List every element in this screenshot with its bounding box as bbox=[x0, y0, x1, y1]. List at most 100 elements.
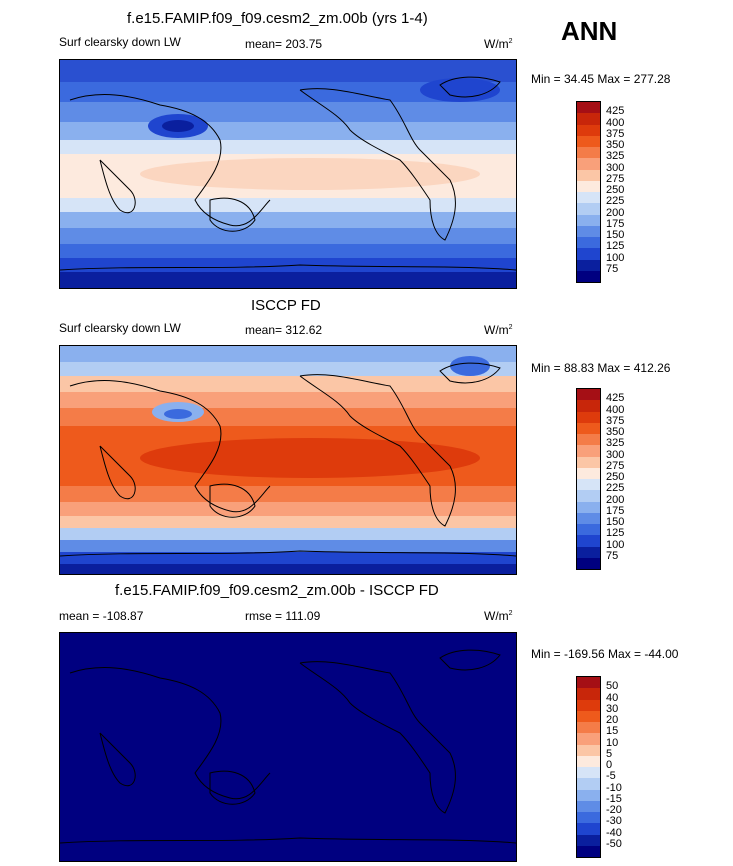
colorbar-tick-label: 100 bbox=[606, 251, 625, 264]
colorbar-tick-label: 250 bbox=[606, 184, 625, 196]
colorbar-swatch bbox=[577, 147, 600, 159]
panel-2-colorbar bbox=[576, 388, 601, 570]
colorbar-tick-label: 40 bbox=[606, 691, 619, 704]
colorbar-swatch bbox=[577, 512, 600, 524]
colorbar-swatch bbox=[577, 389, 600, 401]
colorbar-swatch bbox=[577, 479, 600, 491]
panel-2-map bbox=[59, 345, 517, 575]
season-label: ANN bbox=[561, 16, 618, 46]
colorbar-swatch bbox=[577, 490, 600, 502]
colorbar-swatch bbox=[577, 778, 600, 790]
panel-2-mean-label: mean= 312.62 bbox=[245, 323, 323, 337]
panel-2-title: ISCCP FD bbox=[251, 297, 321, 314]
colorbar-tick-label: 75 bbox=[606, 549, 619, 562]
colorbar-tick-label: -20 bbox=[606, 804, 622, 816]
colorbar-swatch bbox=[577, 834, 600, 846]
colorbar-swatch bbox=[577, 467, 600, 479]
colorbar-swatch bbox=[577, 823, 600, 835]
colorbar-swatch bbox=[577, 135, 600, 147]
colorbar-swatch bbox=[577, 445, 600, 457]
colorbar-swatch bbox=[577, 845, 600, 857]
colorbar-swatch bbox=[577, 422, 600, 434]
colorbar-tick-label: 0 bbox=[606, 759, 613, 771]
colorbar-tick-label: 175 bbox=[606, 217, 625, 230]
colorbar-tick-label: 325 bbox=[606, 150, 625, 163]
colorbar-tick-label: -50 bbox=[606, 837, 622, 850]
colorbar-swatch bbox=[577, 722, 600, 734]
colorbar-swatch bbox=[577, 169, 600, 181]
colorbar-swatch bbox=[577, 102, 600, 114]
colorbar-tick-label: 50 bbox=[606, 680, 619, 693]
panel-1-colorbar bbox=[576, 101, 601, 283]
colorbar-tick-label: 225 bbox=[606, 482, 625, 495]
colorbar-swatch bbox=[577, 214, 600, 226]
colorbar-tick-label: 400 bbox=[606, 116, 625, 129]
panel-3-rmse-label: rmse = 111.09 bbox=[245, 609, 321, 623]
colorbar-tick-label: 125 bbox=[606, 240, 625, 253]
colorbar-tick-label: 125 bbox=[606, 527, 625, 540]
colorbar-tick-label: 10 bbox=[606, 736, 619, 749]
colorbar-swatch bbox=[577, 203, 600, 215]
colorbar-tick-label: 350 bbox=[606, 139, 625, 151]
colorbar-swatch bbox=[577, 733, 600, 745]
colorbar-swatch bbox=[577, 259, 600, 271]
colorbar-tick-label: 150 bbox=[606, 229, 625, 241]
colorbar-tick-label: 300 bbox=[606, 161, 625, 174]
panel-1-variable-label: Surf clearsky down LW bbox=[59, 35, 181, 49]
colorbar-swatch bbox=[577, 225, 600, 237]
colorbar-swatch bbox=[577, 688, 600, 700]
panel-3-colorbar bbox=[576, 676, 601, 858]
colorbar-tick-label: 275 bbox=[606, 459, 625, 472]
colorbar-tick-label: -5 bbox=[606, 770, 616, 783]
colorbar-swatch bbox=[577, 113, 600, 125]
panel-3-mean-label: mean = -108.87 bbox=[59, 609, 144, 623]
colorbar-tick-label: 425 bbox=[606, 105, 625, 118]
colorbar-tick-label: 350 bbox=[606, 426, 625, 438]
colorbar-swatch bbox=[577, 755, 600, 767]
colorbar-tick-label: 275 bbox=[606, 172, 625, 185]
colorbar-tick-label: 400 bbox=[606, 403, 625, 416]
colorbar-tick-label: 75 bbox=[606, 262, 619, 275]
colorbar-tick-label: -40 bbox=[606, 826, 622, 839]
colorbar-swatch bbox=[577, 535, 600, 547]
panel-3-units: W/m2 bbox=[484, 609, 513, 623]
panel-3-map bbox=[59, 632, 517, 862]
colorbar-swatch bbox=[577, 789, 600, 801]
colorbar-tick-label: 325 bbox=[606, 437, 625, 450]
panel-2-map-field bbox=[60, 346, 516, 574]
colorbar-tick-label: -15 bbox=[606, 792, 622, 805]
colorbar-tick-label: 375 bbox=[606, 127, 625, 140]
colorbar-swatch bbox=[577, 744, 600, 756]
colorbar-swatch bbox=[577, 400, 600, 412]
colorbar-swatch bbox=[577, 434, 600, 446]
colorbar-swatch bbox=[577, 800, 600, 812]
colorbar-tick-label: 30 bbox=[606, 702, 619, 715]
colorbar-tick-label: 100 bbox=[606, 538, 625, 551]
panel-1-mean-label: mean= 203.75 bbox=[245, 37, 323, 51]
panel-2-units: W/m2 bbox=[484, 323, 513, 337]
colorbar-swatch bbox=[577, 501, 600, 513]
colorbar-swatch bbox=[577, 248, 600, 260]
colorbar-tick-label: 250 bbox=[606, 471, 625, 483]
panel-2-minmax: Min = 88.83 Max = 412.26 bbox=[531, 361, 671, 375]
colorbar-swatch bbox=[577, 699, 600, 711]
colorbar-tick-label: 425 bbox=[606, 392, 625, 405]
panel-1-minmax: Min = 34.45 Max = 277.28 bbox=[531, 72, 671, 86]
colorbar-swatch bbox=[577, 524, 600, 536]
colorbar-swatch bbox=[577, 767, 600, 779]
colorbar-tick-label: 150 bbox=[606, 516, 625, 528]
colorbar-tick-label: 200 bbox=[606, 206, 625, 219]
colorbar-tick-label: 5 bbox=[606, 747, 613, 760]
colorbar-tick-label: -10 bbox=[606, 781, 622, 794]
panel-3-map-field bbox=[60, 633, 516, 861]
panel-3-title: f.e15.FAMIP.f09_f09.cesm2_zm.00b - ISCCP… bbox=[115, 582, 439, 599]
colorbar-swatch bbox=[577, 557, 600, 569]
panel-1-title: f.e15.FAMIP.f09_f09.cesm2_zm.00b (yrs 1-… bbox=[127, 10, 428, 27]
colorbar-swatch bbox=[577, 192, 600, 204]
panel-3-minmax: Min = -169.56 Max = -44.00 bbox=[531, 647, 679, 661]
colorbar-swatch bbox=[577, 710, 600, 722]
colorbar-tick-label: 225 bbox=[606, 195, 625, 208]
colorbar-tick-label: 175 bbox=[606, 504, 625, 517]
panel-1-map bbox=[59, 59, 517, 289]
colorbar-swatch bbox=[577, 158, 600, 170]
